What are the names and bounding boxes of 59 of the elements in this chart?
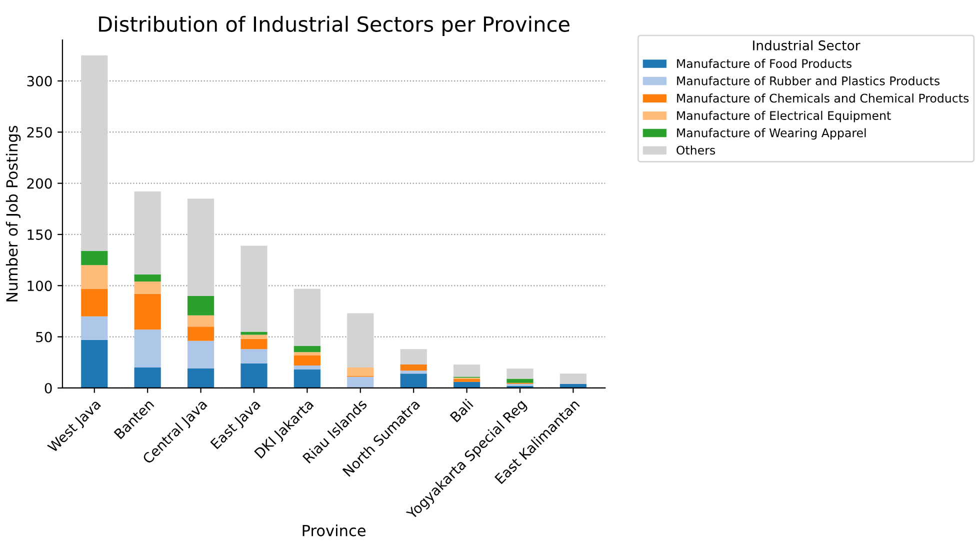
bar	[81, 316, 108, 340]
legend-title: Industrial Sector	[753, 40, 860, 50]
y-tick-label: 200	[27, 178, 52, 189]
bar	[506, 368, 534, 379]
bar	[240, 349, 268, 364]
bar	[294, 346, 320, 352]
bar	[240, 363, 268, 388]
bar	[134, 274, 161, 282]
y-tick-label: 150	[28, 229, 52, 240]
y-tick-label: 100	[28, 280, 52, 292]
bar	[240, 246, 268, 332]
bar	[294, 288, 320, 346]
bar	[560, 374, 586, 384]
y-tick-label: 50	[36, 332, 52, 342]
bar	[240, 332, 268, 335]
legend-label: Others	[676, 146, 716, 155]
bar	[294, 365, 320, 370]
bar	[400, 349, 427, 364]
bar	[81, 288, 108, 316]
chart-title: Distribution of Industrial Sectors per Province	[99, 16, 570, 36]
bar	[400, 370, 427, 374]
bar	[347, 376, 374, 388]
bar	[400, 374, 427, 388]
bar	[187, 340, 214, 369]
bar	[453, 378, 480, 382]
bar	[294, 352, 320, 356]
bar	[81, 340, 108, 388]
legend-label: Manufacture of Wearing Apparel	[677, 128, 866, 140]
legend-label: Manufacture of Electrical Equipment	[677, 110, 891, 122]
legend-label: Manufacture of Food Products	[677, 58, 852, 68]
y-tick-label: 300	[27, 76, 52, 86]
bar	[134, 368, 161, 388]
y-tick-label: 250	[27, 127, 52, 138]
bar	[294, 370, 320, 388]
bar	[81, 250, 108, 266]
bar	[134, 330, 161, 368]
bar	[134, 294, 161, 330]
bar	[294, 355, 320, 366]
bar	[134, 282, 161, 294]
bar	[187, 296, 214, 316]
bar	[400, 364, 427, 371]
bar	[134, 191, 161, 274]
bar	[347, 313, 374, 368]
bar	[240, 338, 268, 350]
bar	[187, 315, 214, 327]
bar	[187, 368, 214, 388]
bar	[187, 198, 214, 296]
bar	[506, 378, 534, 383]
bar	[347, 368, 374, 376]
y-tick-label: 0	[44, 382, 52, 394]
y-axis-title: Number of Job Postings	[6, 126, 21, 302]
bar	[187, 326, 214, 341]
bar	[453, 364, 480, 377]
bar	[240, 334, 268, 339]
bar	[81, 265, 108, 289]
legend-label: Manufacture of Chemicals and Chemical Products	[677, 94, 969, 103]
legend-label: Manufacture of Rubber and Plastics Products	[677, 76, 940, 86]
x-axis-title: Province	[302, 524, 366, 536]
bar	[81, 55, 108, 251]
